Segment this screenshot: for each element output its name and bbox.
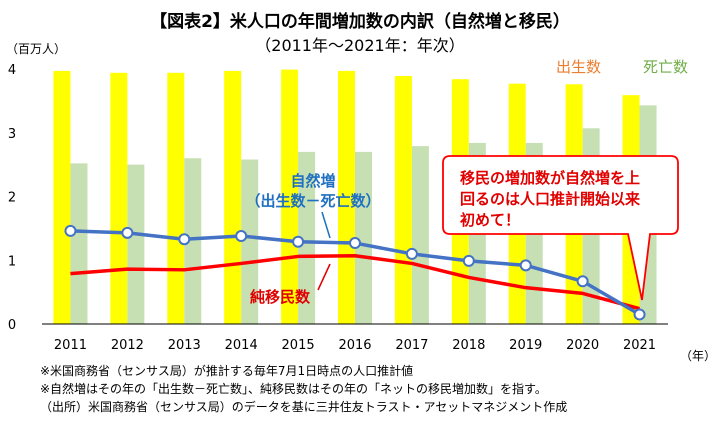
y-tick-2: 2: [8, 191, 16, 206]
x-tick-2011: 2011: [54, 338, 87, 353]
bar-deaths-2014: [241, 159, 259, 324]
y-tick-labels: 0 1 2 3 4: [8, 63, 16, 333]
chart-title: 【図表2】米人口の年間増加数の内訳（自然増と移民）: [150, 12, 570, 32]
x-tick-2015: 2015: [282, 338, 315, 353]
point-natural-increase-2016: [349, 237, 361, 250]
natural-increase-label-2: （出生数－死亡数）: [245, 192, 380, 210]
callout-line-3: 初めて！: [460, 211, 520, 229]
point-natural-increase-2013: [178, 233, 191, 246]
callout-box: [442, 155, 679, 301]
natural-increase-leader-line: [321, 211, 331, 239]
bar-births-2014: [224, 70, 242, 324]
point-natural-increase-2014: [235, 230, 248, 243]
point-natural-increase-2015: [292, 235, 305, 248]
callout-line-2: 回るのは人口推計開始以来: [460, 190, 641, 208]
footnotes: ※米国商務省（センサス局）が推計する毎年7月1日時点の人口推計値 ※自然増はその…: [40, 362, 567, 416]
x-tick-2019: 2019: [509, 338, 542, 353]
x-tick-2020: 2020: [566, 338, 599, 353]
x-tick-2018: 2018: [452, 338, 485, 353]
chart-subtitle: （2011年～2021年：年次）: [255, 36, 465, 55]
x-axis-unit: （年）: [680, 349, 717, 363]
callout: 移民の増加数が自然増を上 回るのは人口推計開始以来 初めて！: [442, 155, 679, 301]
footnote-3: （出所）米国商務省（センサス局）のデータを基に三井住友トラスト・アセットマネジメ…: [40, 400, 568, 414]
y-axis-unit: （百万人）: [6, 42, 67, 56]
y-tick-3: 3: [8, 127, 16, 142]
bar-deaths-2017: [411, 146, 429, 324]
point-natural-increase-2011: [64, 224, 77, 237]
x-tick-2012: 2012: [111, 338, 144, 353]
x-tick-2017: 2017: [395, 338, 428, 353]
bar-births-2013: [167, 72, 185, 324]
migration-leader-line: [317, 263, 331, 291]
bar-births-2012: [110, 72, 128, 324]
point-natural-increase-2020: [576, 275, 589, 288]
natural-increase-label-1: 自然増: [290, 172, 335, 190]
point-natural-increase-2012: [121, 226, 134, 239]
bar-deaths-2016: [355, 151, 372, 324]
point-natural-increase-2021: [633, 308, 646, 321]
line-migration: [70, 254, 640, 311]
bar-deaths-2012: [127, 164, 145, 324]
y-tick-0: 0: [8, 318, 16, 333]
x-tick-labels: 2011 2012 2013 2014 2015 2016 2017 2018 2019 2020…: [54, 338, 656, 353]
births-label: 出生数: [556, 58, 601, 76]
x-tick-2014: 2014: [225, 338, 258, 353]
y-tick-4: 4: [8, 63, 16, 78]
bar-births-2016: [338, 70, 355, 324]
x-tick-2013: 2013: [168, 338, 201, 353]
bar-births-2015: [281, 69, 299, 324]
point-natural-increase-2018: [462, 254, 475, 267]
footnote-1: ※米国商務省（センサス局）が推計する毎年7月1日時点の人口推計値: [40, 364, 414, 378]
y-tick-1: 1: [8, 254, 16, 269]
callout-line-1: 移民の増加数が自然増を上: [460, 169, 640, 187]
point-natural-increase-2019: [519, 259, 532, 272]
bar-births-2017: [394, 76, 412, 324]
bar-births-2011: [53, 70, 71, 324]
bar-deaths-2013: [184, 158, 202, 324]
footnote-2: ※自然増はその年の「出生数－死亡数」、純移民数はその年の「ネットの移民増加数」を…: [40, 382, 547, 396]
lines-group: [64, 224, 646, 321]
bar-deaths-2011: [70, 163, 88, 324]
x-tick-2016: 2016: [338, 338, 371, 353]
point-natural-increase-2017: [405, 247, 418, 260]
x-tick-2021: 2021: [623, 338, 656, 353]
bar-deaths-2015: [298, 151, 316, 324]
deaths-label: 死亡数: [643, 58, 688, 76]
migration-label: 純移民数: [250, 288, 311, 306]
